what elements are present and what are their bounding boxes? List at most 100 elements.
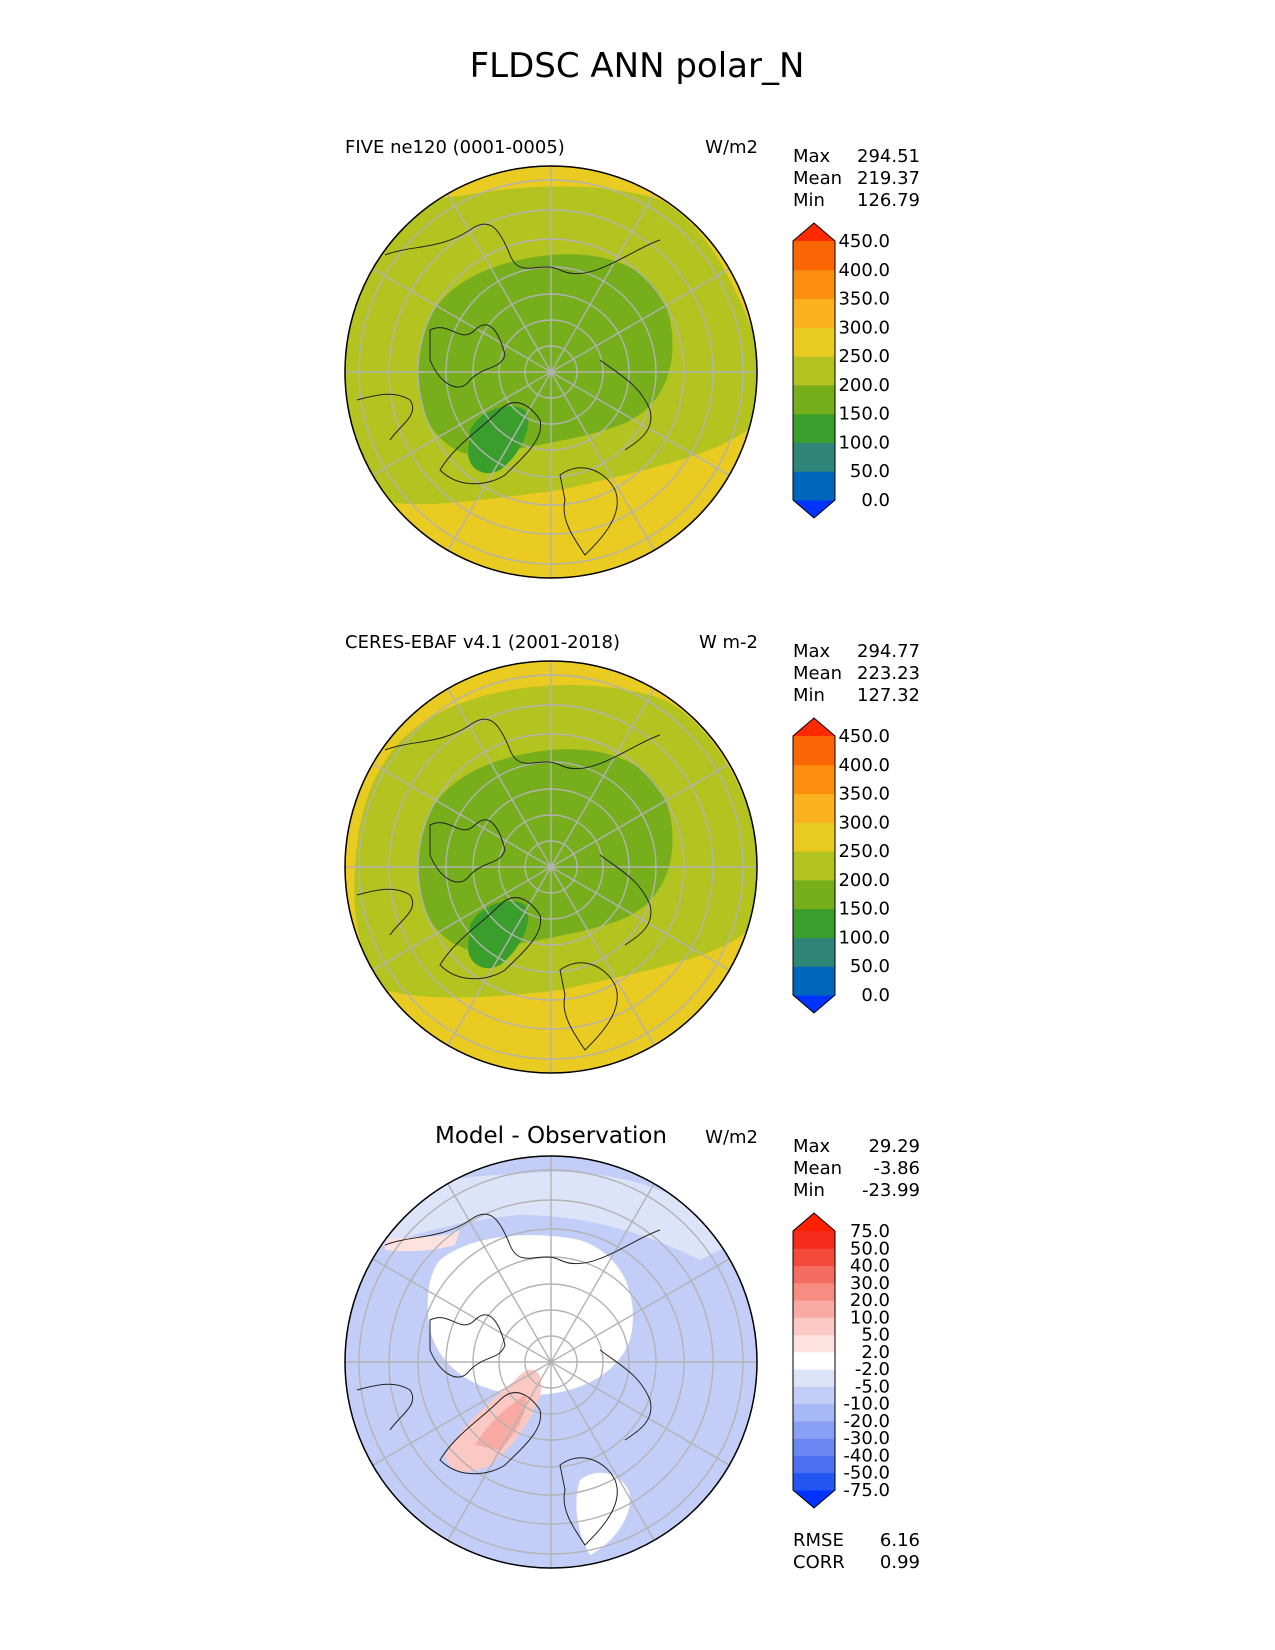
colorbar-segment xyxy=(793,1248,835,1267)
colorbar-segment xyxy=(793,269,835,300)
colorbar-segment xyxy=(793,908,835,938)
field-band-pos xyxy=(385,1230,460,1252)
colorbar-segment xyxy=(793,241,835,271)
map-border xyxy=(344,165,758,579)
colorbar-extend-high xyxy=(793,718,835,736)
field-near-zero xyxy=(576,1472,631,1555)
stat-min-value: 127.32 xyxy=(857,685,920,706)
colorbar-tick-label: 75.0 xyxy=(850,1221,890,1242)
stat-max-label: Max xyxy=(793,146,831,167)
panel-diff: Model - Observation W/m2 Max 29.29 Mean … xyxy=(344,1123,920,1573)
colorbar-tick-label: 30.0 xyxy=(850,1273,890,1294)
colorbar-segment xyxy=(793,793,835,823)
colorbar-tick-label: 150.0 xyxy=(838,899,890,920)
stat-min-label: Min xyxy=(793,1180,825,1201)
colorbar-tick-label: 0.0 xyxy=(861,985,890,1006)
colorbar-tick-label: -2.0 xyxy=(855,1359,890,1380)
stat-min-label: Min xyxy=(793,190,825,211)
stat-rmse-label: RMSE xyxy=(793,1530,844,1551)
colorbar-segment xyxy=(793,1386,835,1405)
colorbar-segment xyxy=(793,1472,835,1491)
colorbar-extend-low xyxy=(793,500,835,518)
colorbar-tick-label: 350.0 xyxy=(838,289,890,310)
panel-obs: CERES-EBAF v4.1 (2001-2018) W m-2 Max 29… xyxy=(344,632,920,1074)
colorbar-extend-low xyxy=(793,1490,835,1508)
stat-mean-value: 219.37 xyxy=(857,168,920,189)
colorbar-segment xyxy=(793,1282,835,1301)
colorbar-segment xyxy=(793,384,835,415)
colorbar-segment xyxy=(793,966,835,996)
stat-max-value: 294.77 xyxy=(857,641,920,662)
colorbar-tick-label: 400.0 xyxy=(838,755,890,776)
colorbar-tick-label: 450.0 xyxy=(838,231,890,252)
coastlines xyxy=(356,1213,661,1546)
stat-max-label: Max xyxy=(793,1136,831,1157)
colorbar-segment xyxy=(793,1438,835,1456)
field-band-100-150 xyxy=(468,406,529,474)
colorbar-extend-high xyxy=(793,1213,835,1231)
field-near-zero xyxy=(427,1235,633,1395)
stat-corr-label: CORR xyxy=(793,1552,845,1573)
colorbar-tick-label: 300.0 xyxy=(838,317,890,338)
panel-units: W/m2 xyxy=(705,137,758,158)
colorbar-segment xyxy=(793,764,835,795)
colorbar-segment xyxy=(793,1334,835,1353)
colorbar-segment xyxy=(793,822,835,852)
colorbar-segment xyxy=(793,1231,835,1249)
graticule xyxy=(345,661,757,1073)
colorbar-tick-label: 200.0 xyxy=(838,375,890,396)
colorbar-segment xyxy=(793,1300,835,1318)
colorbar-tick-label: 2.0 xyxy=(861,1342,890,1363)
colorbar-tick-label: 350.0 xyxy=(838,784,890,805)
colorbar-tick-label: -30.0 xyxy=(843,1428,890,1449)
stat-mean-value: 223.23 xyxy=(857,663,920,684)
polar-map xyxy=(345,166,757,578)
colorbar-tick-label: 100.0 xyxy=(838,927,890,948)
colorbar-tick-label: 250.0 xyxy=(838,346,890,367)
colorbar-extend-high xyxy=(793,223,835,241)
stat-max-value: 29.29 xyxy=(868,1136,920,1157)
colorbar-segment xyxy=(793,1455,835,1474)
colorbar-tick-label: 100.0 xyxy=(838,432,890,453)
stat-mean-label: Mean xyxy=(793,168,842,189)
colorbar-outline xyxy=(792,1212,836,1509)
colorbar-tick-label: -10.0 xyxy=(843,1394,890,1415)
stat-min-value: -23.99 xyxy=(862,1180,920,1201)
field-band-100-150 xyxy=(468,901,529,969)
panel-title: Model - Observation xyxy=(435,1123,667,1149)
colorbar-segment xyxy=(793,1317,835,1336)
map-border xyxy=(344,1155,758,1569)
colorbar-segment xyxy=(793,879,835,910)
colorbar-tick-label: 10.0 xyxy=(850,1307,890,1328)
colorbar-tick-label: 50.0 xyxy=(850,956,890,977)
colorbar-tick-label: 50.0 xyxy=(850,1238,890,1259)
panel-title: CERES-EBAF v4.1 (2001-2018) xyxy=(345,632,620,653)
colorbar-tick-label: 20.0 xyxy=(850,1290,890,1311)
stat-max-label: Max xyxy=(793,641,831,662)
graticule xyxy=(345,1156,757,1568)
colorbar-tick-label: 50.0 xyxy=(850,461,890,482)
stat-min-value: 126.79 xyxy=(857,190,920,211)
colorbar-tick-label: 400.0 xyxy=(838,260,890,281)
stat-mean-label: Mean xyxy=(793,1158,842,1179)
colorbar-segment xyxy=(793,1351,835,1370)
colorbar-tick-label: 0.0 xyxy=(861,490,890,511)
colorbar-segment xyxy=(793,356,835,386)
stat-max-value: 294.51 xyxy=(857,146,920,167)
colorbar-tick-label: 5.0 xyxy=(861,1325,890,1346)
panel-units: W m-2 xyxy=(699,632,758,653)
colorbar-tick-label: -5.0 xyxy=(855,1376,890,1397)
colorbar-segment xyxy=(793,851,835,881)
colorbar-tick-label: 40.0 xyxy=(850,1256,890,1277)
colorbar-segment xyxy=(793,1265,835,1284)
colorbar-tick-label: 300.0 xyxy=(838,812,890,833)
colorbar-segment xyxy=(793,413,835,443)
stat-mean-label: Mean xyxy=(793,663,842,684)
stat-corr-value: 0.99 xyxy=(880,1552,920,1573)
colorbar-tick-label: 250.0 xyxy=(838,841,890,862)
panel-model: FIVE ne120 (0001-0005) W/m2 Max 294.51 M… xyxy=(344,137,920,579)
stat-mean-value: -3.86 xyxy=(873,1158,920,1179)
colorbar-tick-label: 450.0 xyxy=(838,726,890,747)
field-band-pos xyxy=(475,1395,526,1450)
panel-title: FIVE ne120 (0001-0005) xyxy=(345,137,565,158)
